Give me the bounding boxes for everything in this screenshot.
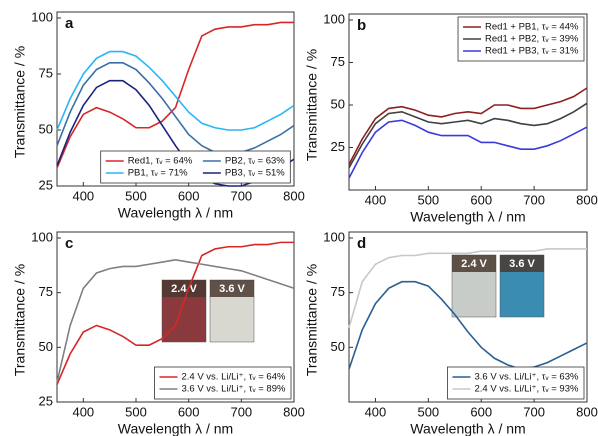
x-tick-label: 400: [365, 192, 387, 207]
y-tick-label: 75: [39, 65, 53, 80]
y-tick-label: 75: [39, 284, 53, 299]
legend-text: 3.6 V vs. Li/Li⁺, τᵥ = 63%: [474, 372, 579, 383]
y-tick-label: 25: [39, 177, 53, 192]
x-axis-label: Wavelength λ / nm: [118, 205, 233, 221]
legend-text: 3.6 V vs. Li/Li⁺, τᵥ = 89%: [181, 384, 286, 395]
y-axis-label: Transmittance / %: [12, 46, 28, 158]
legend-text: PB1, τᵥ = 71%: [128, 168, 188, 179]
y-tick-label: 100: [31, 9, 53, 24]
y-tick-label: 50: [39, 339, 53, 354]
legend-text: Red1 + PB1, τᵥ = 44%: [485, 22, 579, 33]
series-line: [348, 102, 588, 169]
legend-item: PB3, τᵥ = 51%: [202, 168, 285, 179]
y-tick-label: 75: [331, 284, 345, 299]
x-tick-label: 800: [283, 404, 305, 419]
legend-item: Red1, τᵥ = 64%: [105, 156, 193, 167]
inset-header: [452, 255, 496, 272]
legend-text: Red1 + PB3, τᵥ = 31%: [485, 46, 579, 57]
legend-item: 3.6 V vs. Li/Li⁺, τᵥ = 89%: [159, 384, 286, 395]
legend-text: Red1, τᵥ = 64%: [128, 156, 193, 167]
legend-item: Red1 + PB3, τᵥ = 31%: [463, 46, 579, 57]
y-tick-label: 25: [39, 393, 53, 408]
series-line: [348, 119, 588, 179]
legend-text: Red1 + PB2, τᵥ = 39%: [485, 34, 579, 45]
x-tick-label: 500: [417, 404, 439, 419]
x-tick-label: 700: [230, 188, 252, 203]
x-tick-label: 400: [72, 188, 94, 203]
y-tick-label: 100: [31, 229, 53, 244]
legend: 3.6 V vs. Li/Li⁺, τᵥ = 63%2.4 V vs. Li/L…: [447, 366, 585, 400]
panel-label: d: [357, 235, 366, 252]
panel-label: b: [357, 17, 366, 34]
y-tick-label: 25: [331, 139, 345, 154]
legend-text: PB2, τᵥ = 63%: [225, 156, 285, 167]
plot-frame: [56, 231, 295, 403]
y-tick-label: 50: [331, 339, 345, 354]
x-tick-label: 600: [178, 404, 200, 419]
inset-header: [500, 255, 544, 272]
legend-box: [447, 366, 585, 400]
plot-frame: [348, 13, 588, 191]
x-tick-label: 800: [576, 192, 598, 207]
series-line: [348, 280, 588, 371]
legend-box: [154, 366, 292, 400]
series-line: [56, 241, 294, 385]
plot-frame: [348, 231, 588, 403]
y-tick-label: 100: [323, 229, 345, 244]
panel-label: c: [65, 235, 73, 252]
inset-label: 2.4 V: [461, 258, 487, 270]
series-line: [56, 21, 294, 169]
legend-item: PB1, τᵥ = 71%: [105, 168, 188, 179]
series-line: [348, 87, 588, 165]
x-tick-label: 500: [125, 188, 147, 203]
series-line: [56, 50, 295, 131]
inset-header: [210, 280, 254, 297]
x-tick-label: 500: [125, 404, 147, 419]
x-tick-label: 400: [365, 404, 387, 419]
inset-header: [162, 280, 206, 297]
x-tick-label: 700: [230, 404, 252, 419]
y-tick-label: 50: [331, 96, 345, 111]
legend: 2.4 V vs. Li/Li⁺, τᵥ = 64%3.6 V vs. Li/L…: [154, 366, 292, 400]
x-tick-label: 400: [72, 404, 94, 419]
y-axis-label: Transmittance / %: [304, 49, 320, 161]
series-line: [348, 248, 587, 328]
inset-label: 2.4 V: [171, 283, 197, 295]
x-tick-label: 700: [523, 192, 545, 207]
series-line: [56, 61, 295, 154]
legend: Red1 + PB1, τᵥ = 44%Red1 + PB2, τᵥ = 39%…: [457, 16, 585, 62]
x-tick-label: 600: [470, 192, 492, 207]
x-tick-label: 800: [283, 188, 305, 203]
legend-text: PB3, τᵥ = 51%: [225, 168, 285, 179]
legend-text: 2.4 V vs. Li/Li⁺, τᵥ = 93%: [474, 384, 579, 395]
inset-label: 3.6 V: [509, 258, 535, 270]
x-axis-label: Wavelength λ / nm: [118, 421, 233, 436]
y-tick-label: 50: [39, 121, 53, 136]
x-tick-label: 700: [523, 404, 545, 419]
x-tick-label: 600: [178, 188, 200, 203]
legend-box: [100, 150, 291, 184]
legend-item: Red1 + PB1, τᵥ = 44%: [463, 22, 579, 33]
legend-item: PB2, τᵥ = 63%: [202, 156, 285, 167]
y-axis-label: Transmittance / %: [304, 264, 320, 376]
legend-item: 2.4 V vs. Li/Li⁺, τᵥ = 93%: [452, 384, 579, 395]
y-tick-label: 100: [323, 11, 345, 26]
panel-label: a: [65, 15, 74, 32]
series-line: [56, 259, 295, 383]
x-tick-label: 600: [470, 404, 492, 419]
x-tick-label: 800: [576, 404, 598, 419]
plot-frame: [56, 11, 295, 187]
y-axis-label: Transmittance / %: [12, 264, 28, 376]
x-tick-label: 500: [417, 192, 439, 207]
legend: Red1, τᵥ = 64%PB1, τᵥ = 71% PB2, τᵥ = 63%…: [100, 150, 291, 184]
legend-item: 2.4 V vs. Li/Li⁺, τᵥ = 64%: [159, 372, 286, 383]
legend-text: 2.4 V vs. Li/Li⁺, τᵥ = 64%: [181, 372, 286, 383]
legend-item: 3.6 V vs. Li/Li⁺, τᵥ = 63%: [452, 372, 579, 383]
x-axis-label: Wavelength λ / nm: [410, 421, 525, 436]
legend-item: Red1 + PB2, τᵥ = 39%: [463, 34, 579, 45]
y-tick-label: 75: [331, 54, 345, 69]
inset-label: 3.6 V: [219, 283, 245, 295]
x-axis-label: Wavelength λ / nm: [410, 209, 525, 225]
